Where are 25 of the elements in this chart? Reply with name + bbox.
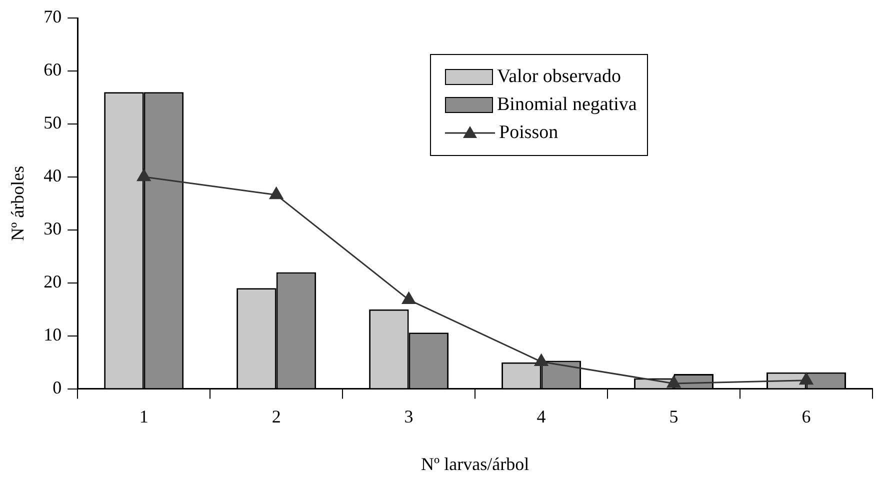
point [137, 169, 151, 182]
y-tick-label: 10 [44, 324, 62, 345]
x-tick-label: 3 [404, 406, 414, 426]
y-tick-label: 70 [44, 6, 62, 27]
point [799, 372, 814, 385]
point [534, 354, 548, 366]
point [402, 292, 416, 304]
x-tick-label: 1 [139, 406, 148, 426]
x-tick-label: 4 [536, 406, 546, 426]
x-axis-title: Nº larvas/árbol [421, 454, 530, 474]
y-tick-label: 50 [44, 112, 62, 133]
y-tick-label: 0 [52, 378, 62, 398]
legend-label: Valor observado [497, 66, 621, 88]
y-tick-label: 60 [44, 60, 62, 80]
point [666, 376, 681, 388]
legend-label: Poisson [499, 122, 558, 144]
y-tick-label: 30 [44, 218, 62, 239]
y-tick-label: 20 [44, 272, 62, 292]
x-tick-label: 2 [272, 406, 281, 426]
y-axis-title: Nº árboles [8, 166, 28, 241]
legend-label: Binomial negativa [497, 94, 637, 116]
y-tick-label: 40 [44, 166, 62, 186]
point [270, 187, 284, 200]
x-tick-label: 5 [669, 406, 678, 426]
x-tick-label: 6 [802, 406, 811, 426]
